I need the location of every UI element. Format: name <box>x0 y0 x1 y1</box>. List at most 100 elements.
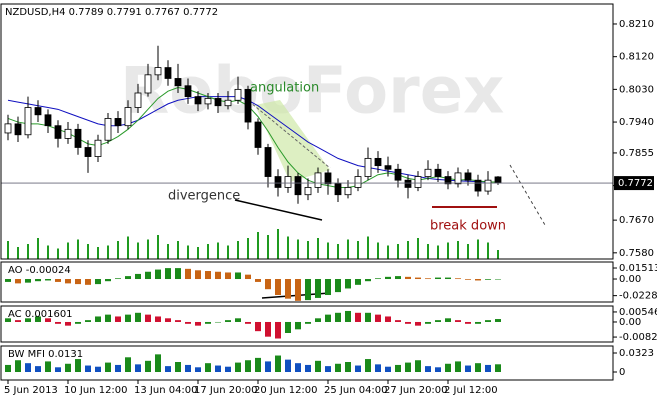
histogram-bar <box>455 361 461 372</box>
candle-body <box>224 99 232 107</box>
histogram-bar <box>315 318 321 322</box>
volume-bar <box>467 244 469 259</box>
candle-body <box>494 176 502 184</box>
histogram-bar <box>265 361 271 372</box>
histogram-bar <box>275 355 281 372</box>
histogram-bar <box>335 363 341 372</box>
volume-bar <box>397 244 399 259</box>
histogram-bar <box>275 279 281 296</box>
volume-bar <box>357 241 359 259</box>
histogram-bar <box>55 321 61 324</box>
histogram-bar <box>85 279 91 285</box>
histogram-bar <box>225 272 231 280</box>
histogram-bar <box>5 318 11 322</box>
volume-bar <box>77 239 79 259</box>
histogram-bar <box>75 321 81 324</box>
histogram-bar <box>495 279 501 280</box>
histogram-bar <box>35 366 41 372</box>
histogram-bar <box>135 364 141 372</box>
histogram-bar <box>265 279 271 290</box>
candle-body <box>204 98 212 105</box>
histogram-bar <box>375 314 381 322</box>
histogram-bar <box>175 320 181 322</box>
x-tick-label: 20 Jun 12:00 <box>254 385 318 396</box>
histogram-bar <box>405 362 411 372</box>
histogram-bar <box>345 310 351 322</box>
y-tick-label: 0.005461 <box>619 307 657 318</box>
volume-bar <box>17 247 19 259</box>
volume-bar <box>277 229 279 259</box>
y-tick-label: -0.00821 <box>619 332 657 343</box>
main-panel <box>0 3 614 260</box>
histogram-bar <box>155 316 161 322</box>
volume-bar <box>57 248 59 259</box>
histogram-bar <box>425 366 431 372</box>
histogram-bar <box>485 320 491 322</box>
histogram-bar <box>325 279 331 296</box>
histogram-bar <box>485 364 491 372</box>
y-tick-label: 0 <box>619 367 625 378</box>
volume-bar <box>457 241 459 259</box>
histogram-bar <box>145 271 151 280</box>
histogram-bar <box>465 321 471 324</box>
annotation: angulation <box>250 81 319 96</box>
histogram-bar <box>475 363 481 372</box>
candle-body <box>184 85 192 98</box>
volume-bar <box>447 242 449 259</box>
volume-bar <box>27 244 29 259</box>
histogram-bar <box>25 363 31 372</box>
histogram-bar <box>285 279 291 299</box>
histogram-bar <box>295 363 301 372</box>
histogram-bar <box>315 360 321 372</box>
histogram-bar <box>195 321 201 326</box>
volume-bar <box>367 236 369 259</box>
angulation-line <box>244 97 331 169</box>
histogram-bar <box>315 279 321 298</box>
x-tick-label: 2 Jul 12:00 <box>444 385 498 396</box>
candle-body <box>144 74 152 94</box>
volume-bar <box>237 241 239 259</box>
histogram-bar <box>35 279 41 282</box>
histogram-bar <box>165 268 171 280</box>
histogram-bar <box>405 321 411 324</box>
histogram-bar <box>275 321 281 339</box>
y-tick-label: 0.8120 <box>619 52 654 63</box>
histogram-bar <box>465 279 471 280</box>
volume-bar <box>487 242 489 259</box>
candle-body <box>34 107 42 116</box>
ac-panel <box>0 305 614 343</box>
candle-body <box>194 96 202 105</box>
y-tick-label: 0.8210 <box>619 19 654 30</box>
candle-body <box>464 172 472 181</box>
candle-body <box>104 118 112 141</box>
histogram-bar <box>125 314 131 322</box>
histogram-bar <box>45 318 51 322</box>
histogram-bar <box>25 318 31 322</box>
histogram-bar <box>95 279 101 285</box>
panel-title: AC 0.001601 <box>8 309 73 320</box>
candle-body <box>394 168 402 181</box>
y-tick-label: 0.00 <box>619 317 641 328</box>
volume-bar <box>37 238 39 259</box>
histogram-bar <box>425 321 431 324</box>
candle-body <box>244 88 252 123</box>
volume-bar <box>147 239 149 259</box>
histogram-bar <box>425 278 431 280</box>
histogram-bar <box>215 321 221 323</box>
volume-bar <box>217 242 219 259</box>
histogram-bar <box>405 276 411 280</box>
volume-bar <box>207 244 209 259</box>
candle-body <box>44 114 52 127</box>
histogram-bar <box>415 360 421 372</box>
histogram-bar <box>335 312 341 322</box>
histogram-bar <box>65 363 71 372</box>
histogram-bar <box>75 279 81 285</box>
histogram-bar <box>325 366 331 372</box>
volume-bar <box>307 241 309 259</box>
histogram-bar <box>65 321 71 326</box>
volume-bar <box>177 241 179 259</box>
x-tick-label: 10 Jun 12:00 <box>64 385 128 396</box>
candle-body <box>424 168 432 177</box>
candle-body <box>434 168 442 177</box>
histogram-bar <box>475 279 481 281</box>
